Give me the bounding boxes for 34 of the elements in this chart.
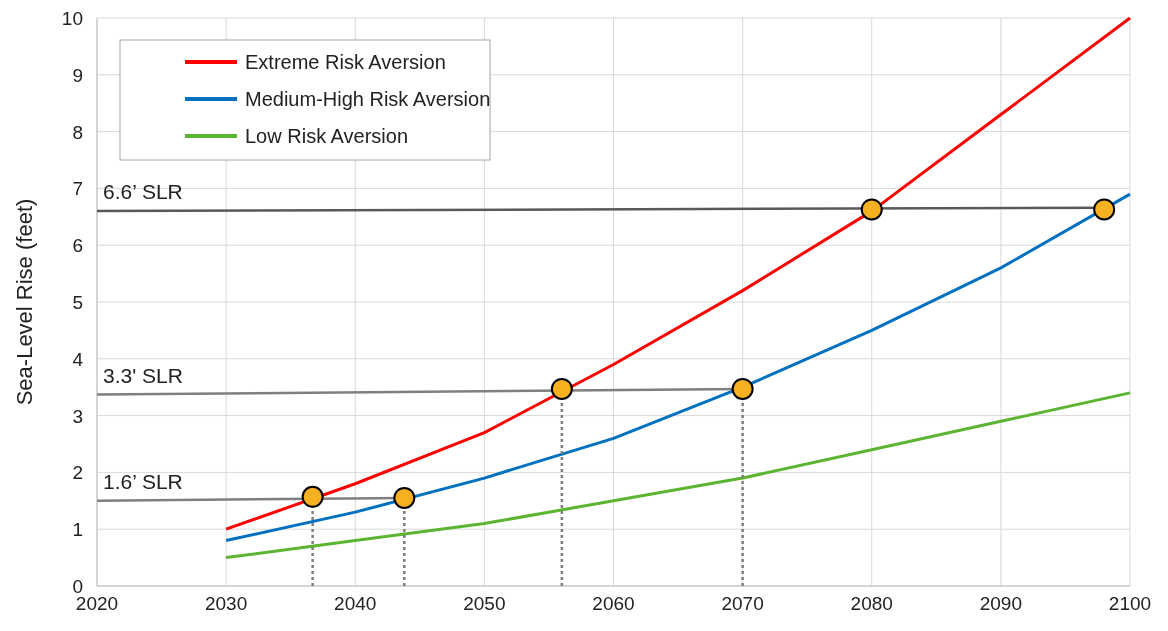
x-tick-label: 2100	[1108, 593, 1152, 614]
y-tick-label: 8	[72, 121, 83, 143]
x-tick-label: 2060	[592, 593, 635, 614]
point	[860, 198, 883, 221]
line-series	[224, 192, 1132, 543]
line-series	[224, 391, 1132, 560]
y-tick-label: 10	[61, 8, 83, 29]
x-tick-label: 2050	[463, 593, 506, 614]
y-tick-label: 7	[72, 178, 83, 200]
point	[550, 377, 573, 400]
y-axis-title: Sea-Level Rise (feet)	[12, 198, 37, 406]
x-tick-label: 2040	[334, 593, 377, 614]
y-tick-label: 2	[72, 462, 83, 484]
x-tick-label: 2070	[721, 593, 764, 614]
annotation: 1.6’ SLR	[103, 469, 183, 493]
x-tick-label: 2030	[204, 593, 248, 614]
annotation: 6.6’ SLR	[103, 180, 183, 204]
legend-label: Extreme Risk Aversion	[245, 51, 446, 73]
point	[1093, 198, 1116, 221]
x-tick-label: 2090	[979, 593, 1023, 614]
point	[301, 485, 324, 508]
y-tick-label: 9	[72, 64, 83, 86]
line-series	[224, 16, 1132, 531]
y-tick-label: 6	[72, 235, 83, 257]
annotation: 3.3' SLR	[103, 363, 183, 387]
point	[731, 377, 754, 400]
x-tick-label: 2080	[850, 593, 893, 614]
y-tick-label: 5	[72, 292, 83, 313]
legend-label: Medium-High Risk Aversion	[245, 88, 491, 110]
y-tick-label: 1	[72, 519, 83, 541]
y-tick-label: 4	[72, 348, 84, 370]
point	[393, 486, 416, 509]
legend-label: Low Risk Aversion	[245, 125, 409, 147]
y-tick-label: 3	[72, 405, 83, 427]
